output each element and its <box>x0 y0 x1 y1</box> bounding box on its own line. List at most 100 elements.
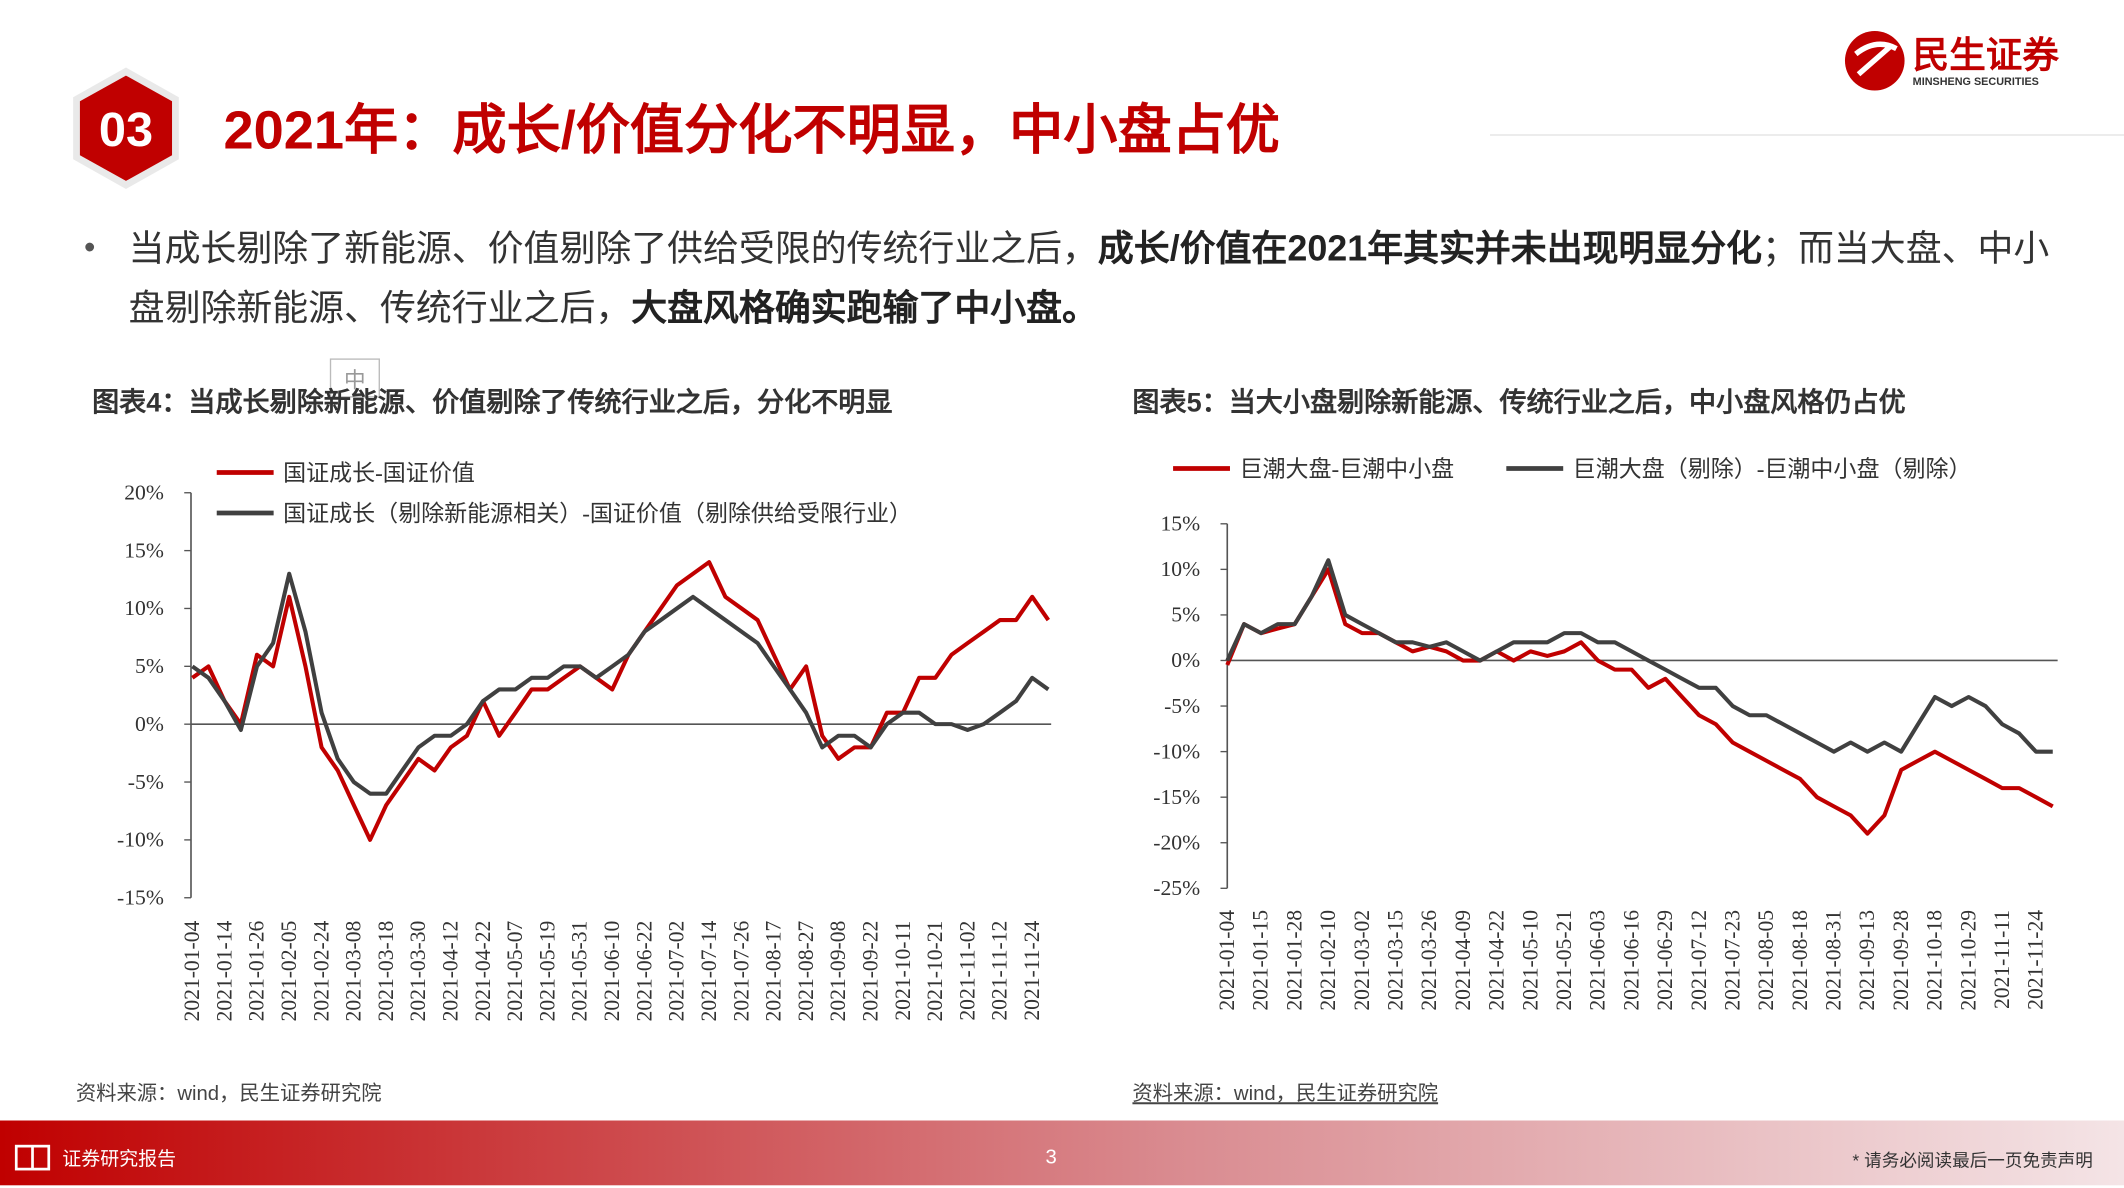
footer-bar <box>0 1120 2124 1186</box>
x-tick-label: 2021-11-11 <box>1990 910 2014 1009</box>
y-tick-label: -20% <box>1153 831 1200 855</box>
x-tick-label: 2021-10-21 <box>923 921 947 1022</box>
legend-label: 巨潮大盘（剔除）-巨潮中小盘（剔除） <box>1573 457 1972 482</box>
bullet-dot: • <box>83 229 96 266</box>
chart-source: 资料来源：wind，民生证券研究院 <box>76 1082 382 1105</box>
x-tick-label: 2021-11-12 <box>988 921 1012 1021</box>
x-tick-label: 2021-08-27 <box>794 921 818 1022</box>
series-line <box>1225 558 2053 754</box>
x-tick-label: 2021-03-08 <box>342 921 366 1022</box>
series-line <box>1225 567 2054 836</box>
x-tick-label: 2021-03-18 <box>374 921 398 1022</box>
x-tick-label: 2021-01-04 <box>180 921 204 1022</box>
x-tick-label: 2021-04-09 <box>1451 910 1475 1011</box>
page-number: 3 <box>1046 1147 1057 1169</box>
chart-title: 图表4：当成长剔除新能源、价值剔除了传统行业之后，分化不明显 <box>92 387 892 418</box>
x-tick-label: 2021-06-16 <box>1619 910 1643 1011</box>
legend-label: 国证成长-国证价值 <box>283 461 475 486</box>
y-tick-label: 10% <box>124 596 164 620</box>
x-tick-label: 2021-08-05 <box>1754 910 1778 1011</box>
y-tick-label: 15% <box>1160 512 1200 536</box>
x-tick-label: 2021-05-07 <box>503 921 527 1022</box>
x-tick-label: 2021-10-18 <box>1923 910 1947 1011</box>
x-tick-label: 2021-11-02 <box>955 921 979 1021</box>
x-tick-label: 2021-02-10 <box>1316 910 1340 1011</box>
x-tick-label: 2021-06-22 <box>632 921 656 1022</box>
x-tick-label: 2021-02-24 <box>309 921 333 1022</box>
y-tick-label: 20% <box>124 481 164 505</box>
x-tick-label: 2021-06-29 <box>1653 910 1677 1011</box>
x-tick-label: 2021-05-10 <box>1518 910 1542 1011</box>
x-tick-label: 2021-03-30 <box>406 921 430 1022</box>
y-tick-label: -5% <box>128 770 164 794</box>
x-tick-label: 2021-03-26 <box>1417 910 1441 1011</box>
x-tick-label: 2021-07-14 <box>697 921 721 1022</box>
x-tick-label: 2021-08-17 <box>762 921 786 1022</box>
x-tick-label: 2021-03-02 <box>1350 910 1374 1011</box>
x-tick-label: 2021-10-11 <box>891 921 915 1021</box>
x-tick-label: 2021-09-08 <box>826 921 850 1022</box>
x-tick-label: 2021-07-12 <box>1687 910 1711 1011</box>
logo-stroke <box>1854 41 1898 77</box>
y-tick-label: -10% <box>117 828 164 852</box>
y-tick-label: -25% <box>1153 876 1200 900</box>
x-tick-label: 2021-06-10 <box>600 921 624 1022</box>
x-tick-label: 2021-07-26 <box>729 921 753 1022</box>
y-tick-label: 0% <box>135 712 164 736</box>
section-number: 03 <box>99 103 153 157</box>
x-tick-label: 2021-07-23 <box>1720 910 1744 1011</box>
bullet-bold: 大盘风格确实跑输了中小盘。 <box>631 287 1098 329</box>
x-tick-label: 2021-01-26 <box>245 921 269 1022</box>
y-tick-label: 10% <box>1160 557 1200 581</box>
y-tick-label: -15% <box>1153 785 1200 809</box>
x-tick-label: 2021-02-05 <box>277 921 301 1022</box>
series-line <box>191 560 1050 842</box>
legend-label: 国证成长（剔除新能源相关）-国证价值（剔除供给受限行业） <box>283 501 912 526</box>
legend-label: 巨潮大盘-巨潮中小盘 <box>1239 457 1454 482</box>
logo-text-en: MINSHENG SECURITIES <box>1913 76 2039 88</box>
bullet-segment: ；而当大盘、中小盘剔除新能源、传统行业之后， <box>128 228 2050 329</box>
x-tick-label: 2021-01-04 <box>1215 910 1239 1011</box>
disclaimer: * 请务必阅读最后一页免责声明 <box>1852 1150 2092 1170</box>
x-tick-label: 2021-05-19 <box>535 921 559 1022</box>
chart-title: 图表5：当大小盘剔除新能源、传统行业之后，中小盘风格仍占优 <box>1132 387 1905 418</box>
x-tick-label: 2021-06-03 <box>1586 910 1610 1011</box>
y-tick-label: 5% <box>135 654 164 678</box>
footer-left: 证券研究报告 <box>62 1148 176 1170</box>
ime-icon-box <box>329 358 380 398</box>
x-tick-label: 2021-03-15 <box>1383 910 1407 1011</box>
bullet-text: 当成长剔除了新能源、价值剔除了供给受限的传统行业之后，成长/价值在2021年其实… <box>129 219 2073 338</box>
x-tick-label: 2021-04-22 <box>471 921 495 1022</box>
ime-icon: 中 <box>344 367 366 392</box>
x-tick-label: 2021-09-28 <box>1889 910 1913 1011</box>
chart-source: 资料来源：wind，民生证券研究院 <box>1132 1082 1438 1105</box>
x-tick-label: 2021-11-24 <box>2024 910 2048 1010</box>
y-tick-label: 0% <box>1171 648 1200 672</box>
x-tick-label: 2021-01-15 <box>1249 910 1273 1011</box>
x-tick-label: 2021-05-31 <box>568 921 592 1022</box>
x-tick-label: 2021-08-18 <box>1788 910 1812 1011</box>
x-tick-label: 2021-04-22 <box>1485 910 1509 1011</box>
badge <box>79 75 173 181</box>
y-tick-label: -5% <box>1164 694 1200 718</box>
x-tick-label: 2021-05-21 <box>1552 910 1576 1011</box>
y-tick-label: 5% <box>1171 603 1200 627</box>
y-tick-label: 15% <box>124 538 164 562</box>
x-tick-label: 2021-11-24 <box>1020 921 1044 1021</box>
y-tick-label: -10% <box>1153 739 1200 763</box>
x-tick-label: 2021-07-02 <box>665 921 689 1022</box>
x-tick-label: 2021-01-28 <box>1282 910 1306 1011</box>
y-tick-label: -15% <box>117 886 164 910</box>
slide-title: 2021年：成长/价值分化不明显，中小盘占优 <box>224 101 1280 161</box>
logo-text: 民生证券 <box>1913 35 2060 76</box>
x-tick-label: 2021-09-22 <box>858 921 882 1022</box>
bullet-bold: 成长/价值在2021年其实并未出现明显分化 <box>1097 228 1763 269</box>
x-tick-label: 2021-04-12 <box>439 921 463 1022</box>
x-tick-label: 2021-08-31 <box>1822 910 1846 1011</box>
x-tick-label: 2021-09-13 <box>1855 910 1879 1011</box>
x-tick-label: 2021-10-29 <box>1956 910 1980 1011</box>
x-tick-label: 2021-01-14 <box>212 921 236 1022</box>
